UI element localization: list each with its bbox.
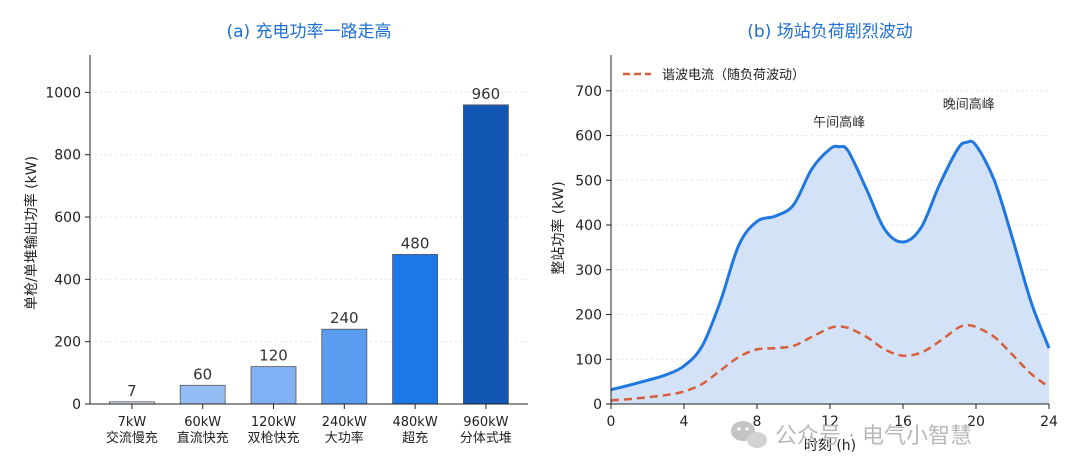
left-y-tick-label: 400 (54, 272, 81, 288)
left-y-tick-label: 0 (72, 397, 81, 413)
category-label-line2: 超充 (402, 430, 428, 446)
legend-harmonic-label: 谐波电流（随负荷波动） (662, 68, 805, 83)
left-y-axis-label: 单枪/单堆输出功率 (kW) (23, 156, 40, 310)
watermark: 公众号 · 电气小智慧 (731, 421, 972, 449)
right-y-tick-label: 500 (575, 173, 602, 189)
bar-120kW (250, 366, 297, 405)
bar-value-label: 60 (193, 365, 212, 383)
left-bars: 7 60 120 240 480 960 (109, 85, 509, 405)
right-annotations: 午间高峰 晚间高峰 (813, 97, 995, 131)
right-y-axis-label: 整站功率 (kW) (550, 181, 567, 274)
watermark-text: 公众号 · 电气小智慧 (775, 424, 972, 449)
bar-value-label: 240 (330, 309, 359, 327)
right-y-tick-label: 0 (593, 397, 602, 413)
bar-60kW (179, 384, 226, 405)
right-x-tick-label: 4 (680, 414, 689, 430)
station-load-area-fill (611, 141, 1049, 404)
right-y-tick-label: 400 (575, 218, 602, 234)
left-y-tick-label: 600 (54, 210, 81, 226)
category-label-line2: 大功率 (325, 430, 364, 446)
right-y-tick-label: 200 (575, 308, 602, 324)
bar-240kW (321, 328, 368, 405)
right-x-tick-label: 12 (821, 414, 839, 430)
right-y-tick-label: 700 (575, 84, 602, 100)
category-label-line1: 480kW (392, 415, 437, 430)
right-x-axis-label: 时刻 (h) (804, 438, 856, 454)
right-series (610, 139, 1051, 404)
wechat-icon (731, 421, 767, 448)
category-label-line1: 240kW (322, 415, 367, 430)
category-label-line1: 120kW (251, 415, 296, 430)
peak-annotation: 午间高峰 (813, 115, 865, 131)
category-label-line2: 双枪快充 (247, 430, 299, 446)
peak-annotation: 晚间高峰 (943, 97, 995, 113)
bar-chart-charging-power: (a) 充电功率一路走高 7 60 120 240 480 960 0 200 400 600 8… (23, 22, 528, 446)
bar-value-label: 7 (127, 382, 137, 400)
harmonic-current-line (610, 323, 1050, 402)
bar-480kW (392, 254, 439, 405)
right-x-tick-label: 8 (753, 414, 762, 430)
right-x-tick-label: 16 (894, 414, 912, 430)
left-y-tick-label: 200 (54, 335, 81, 351)
category-label-line2: 交流慢充 (106, 430, 158, 446)
area-chart-station-load: (b) 场站负荷剧烈波动 0 100 200 300 400 500 600 700 0 4 8 12… (550, 22, 1058, 454)
left-chart-title: (a) 充电功率一路走高 (226, 22, 391, 42)
left-y-tick-label: 800 (54, 148, 81, 164)
bar-value-label: 960 (472, 85, 501, 103)
left-gridlines (90, 91, 528, 343)
right-y-tick-label: 300 (575, 263, 602, 279)
right-axes: 0 100 200 300 400 500 600 700 0 4 8 12 16 20 24 (575, 55, 1058, 430)
right-y-tick-label: 100 (575, 352, 602, 368)
right-chart-title: (b) 场站负荷剧烈波动 (747, 22, 912, 42)
right-x-tick-label: 20 (967, 414, 985, 430)
right-y-tick-label: 600 (575, 129, 602, 145)
right-x-tick-label: 24 (1040, 414, 1058, 430)
left-y-tick-label: 1000 (45, 85, 81, 101)
category-label-line1: 960kW (463, 415, 508, 430)
category-label-line2: 分体式堆 (460, 431, 512, 446)
right-legend: 谐波电流（随负荷波动） (623, 68, 805, 83)
category-label-line1: 60kW (184, 415, 221, 430)
category-label-line2: 直流快充 (177, 430, 229, 446)
bar-value-label: 480 (401, 234, 430, 252)
bar-960kW (462, 104, 509, 405)
bar-value-label: 120 (259, 347, 288, 365)
station-load-line (610, 139, 1051, 392)
right-x-tick-label: 0 (607, 414, 616, 430)
category-label-line1: 7kW (118, 415, 147, 430)
